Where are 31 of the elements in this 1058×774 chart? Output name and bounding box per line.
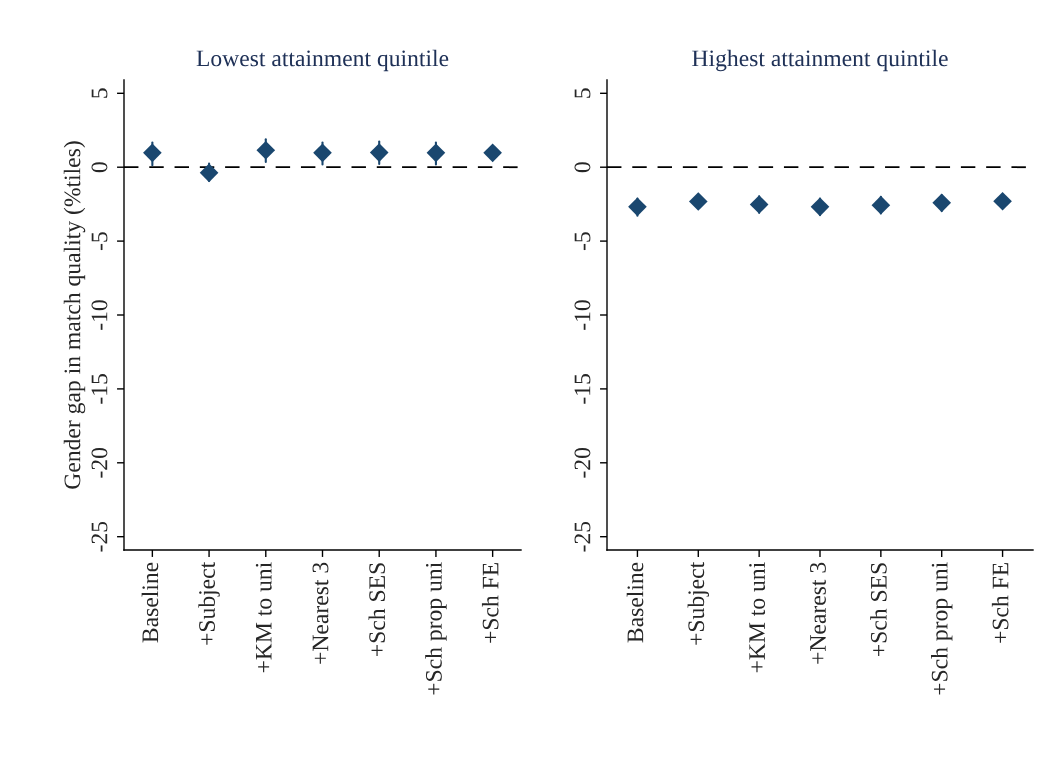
y-tick-label: 0 xyxy=(574,162,591,173)
y-tick-label: -20 xyxy=(91,447,108,478)
y-tick-label: -15 xyxy=(574,374,591,404)
x-tick-label: +Sch prop uni xyxy=(931,562,953,695)
x-tick-label: +Subject xyxy=(198,561,220,645)
x-tick-label: +Sch SES xyxy=(368,563,386,656)
chart-title: Lowest attainment quintile xyxy=(196,49,449,72)
y-tick-label: 5 xyxy=(574,88,591,98)
x-tick-label: +KM to uni xyxy=(749,562,766,673)
x-tick-label: Baseline xyxy=(626,562,644,643)
x-tick-label: +Subject xyxy=(687,561,709,645)
x-tick-label: +Sch prop uni xyxy=(425,562,447,695)
x-tick-label: +Sch FE xyxy=(991,562,1009,643)
y-tick-label: -20 xyxy=(574,447,591,478)
x-tick-label: +Sch SES xyxy=(870,563,887,656)
y-tick-label: -10 xyxy=(574,300,591,330)
chart-title: Highest attainment quintile xyxy=(692,49,948,72)
y-tick-label: -15 xyxy=(91,374,108,404)
y-tick-label: -5 xyxy=(574,232,591,251)
y-axis-title: Gender gap in match quality (%tiles) xyxy=(63,141,86,489)
y-tick-label: -25 xyxy=(91,521,108,552)
x-tick-label: +Nearest 3 xyxy=(312,562,329,664)
y-tick-label: -5 xyxy=(91,232,108,251)
x-tick-label: Baseline xyxy=(141,562,159,643)
x-tick-label: +Sch FE xyxy=(481,562,499,643)
x-tick-label: +Nearest 3 xyxy=(810,562,826,664)
y-tick-label: -10 xyxy=(91,300,108,330)
x-tick-label: +KM to uni xyxy=(255,562,272,673)
y-tick-label: 5 xyxy=(91,88,108,98)
y-tick-label: 0 xyxy=(91,162,108,173)
y-tick-label: -25 xyxy=(574,521,591,552)
